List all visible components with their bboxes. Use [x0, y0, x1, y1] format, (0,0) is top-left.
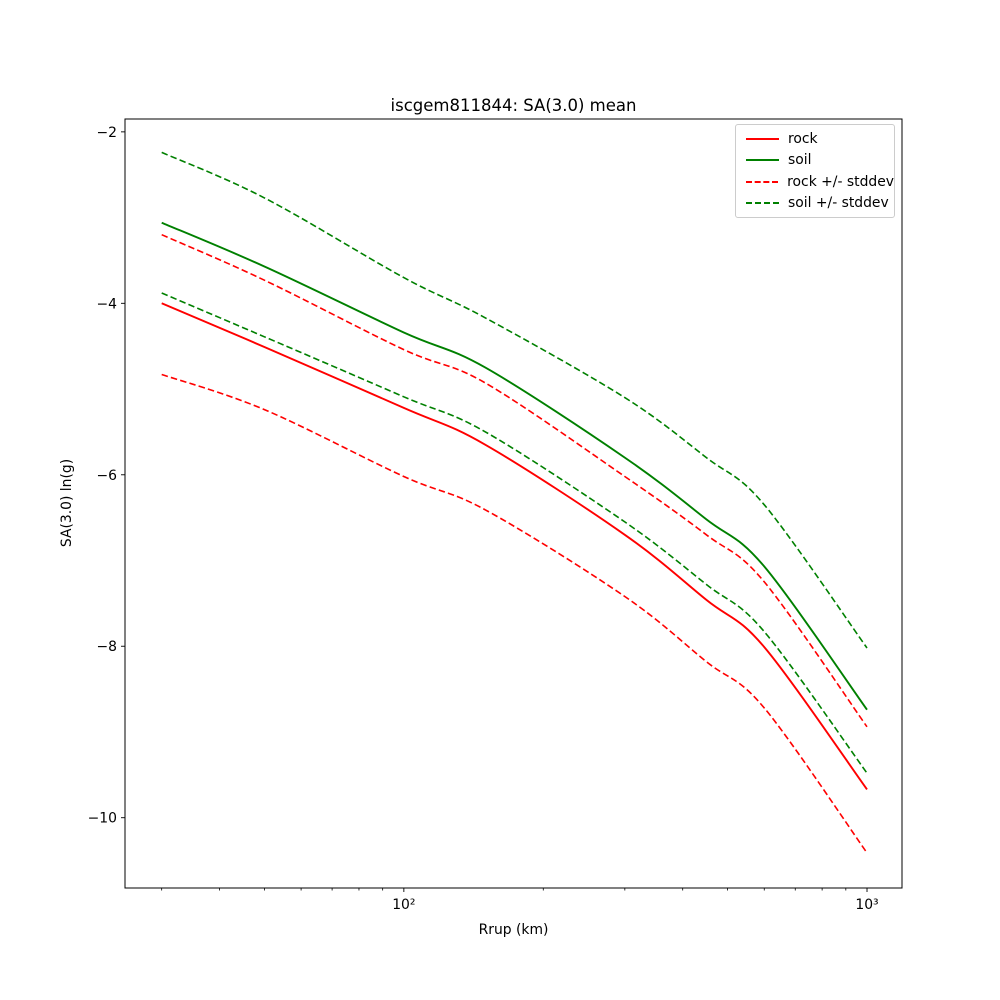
chart-title: iscgem811844: SA(3.0) mean	[390, 96, 637, 115]
legend-line-sample	[746, 202, 779, 205]
curve-rock-stddev	[161, 233, 868, 728]
y-axis-label: SA(3.0) ln(g)	[59, 458, 75, 548]
legend-entry: rock +/- stddev	[736, 172, 894, 192]
legend-entry: soil	[736, 150, 894, 170]
legend-entry-label: rock +/- stddev	[787, 173, 894, 190]
y-tick-label: −2	[97, 125, 117, 141]
curve-rock	[161, 302, 868, 790]
x-tick-label: 10²	[392, 897, 415, 913]
legend-entry: rock	[736, 129, 894, 149]
legend-line-sample	[746, 137, 779, 140]
curve-soil-stddev	[161, 292, 868, 774]
legend-entry-label: soil	[788, 152, 812, 169]
curve-rock-stddev	[161, 373, 868, 854]
y-tick-label: −6	[97, 468, 117, 484]
x-axis-label: Rrup (km)	[478, 922, 549, 938]
legend: rock soil rock +/- stddev soil +/- stddev	[735, 124, 895, 218]
curve-soil	[161, 221, 868, 711]
legend-line-sample	[746, 159, 779, 162]
legend-line-sample	[746, 180, 779, 183]
legend-entry-label: rock	[788, 130, 818, 147]
legend-entry-label: soil +/- stddev	[788, 195, 889, 212]
x-tick-label: 10³	[855, 897, 878, 913]
y-tick-label: −10	[88, 811, 117, 827]
curve-soil-stddev	[161, 151, 868, 649]
y-tick-label: −4	[97, 296, 118, 312]
y-tick-label: −8	[97, 639, 117, 655]
axes-frame	[124, 118, 903, 889]
legend-entry: soil +/- stddev	[736, 193, 894, 213]
